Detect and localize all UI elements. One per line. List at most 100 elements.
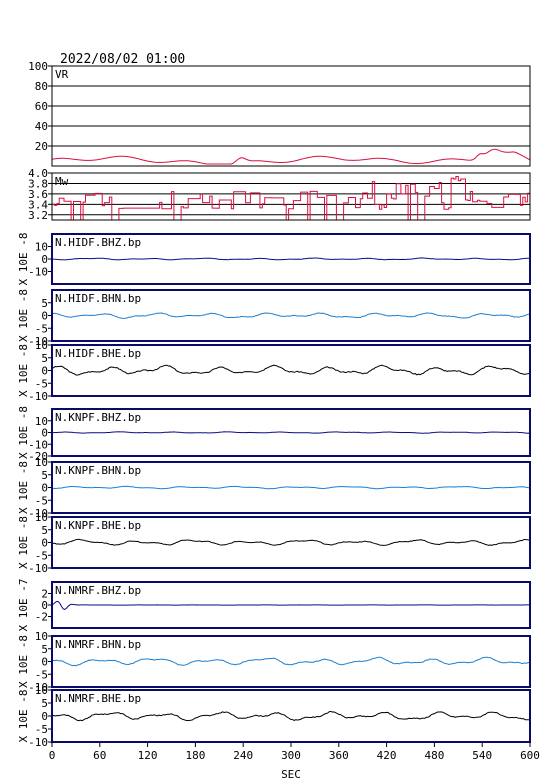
panel-title: N.KNPF.BHZ.bp xyxy=(55,411,141,424)
x-tick-label: 240 xyxy=(233,749,253,762)
scale-label: X 10E -7 xyxy=(17,579,30,632)
y-tick-label: 0 xyxy=(41,482,48,495)
x-tick-label: 360 xyxy=(329,749,349,762)
y-tick-label: 3.8 xyxy=(28,177,48,190)
panel-mw: 3.23.43.63.84.0 Mw xyxy=(28,167,531,222)
y-tick-label: 10 xyxy=(35,415,48,428)
y-tick-label: -10 xyxy=(28,681,48,694)
panel-frame xyxy=(51,344,531,397)
y-tick-label: -10 xyxy=(28,390,48,403)
panel-frame xyxy=(51,461,531,514)
series-line xyxy=(51,710,531,722)
x-tick-label: 300 xyxy=(281,749,301,762)
scale-label: X 10E -8 xyxy=(17,344,30,397)
y-tick-label: -10 xyxy=(28,562,48,575)
y-tick-label: 0 xyxy=(41,710,48,723)
y-tick-label: -5 xyxy=(35,322,48,335)
y-tick-label: 10 xyxy=(35,241,48,254)
panel-frame xyxy=(51,172,531,221)
y-tick-label: 0 xyxy=(41,599,48,612)
x-tick-label: 60 xyxy=(93,749,106,762)
panel-title: N.KNPF.BHN.bp xyxy=(55,464,141,477)
series-line xyxy=(52,431,531,434)
y-tick-label: 10 xyxy=(35,511,48,524)
panel-title: N.NMRF.BHZ.bp xyxy=(55,584,141,597)
panel-n-hidf-bhn-bp: -10-505 N.HIDF.BHN.bp X 10E -8 xyxy=(17,289,531,348)
x-axis-label: SEC xyxy=(281,768,301,781)
y-tick-label: -20 xyxy=(28,450,48,463)
y-tick-label: 5 xyxy=(41,352,48,365)
scale-label: X 10E -8 xyxy=(17,690,30,743)
y-tick-label: 10 xyxy=(35,339,48,352)
y-tick-label: 10 xyxy=(35,630,48,643)
panel-title: N.HIDF.BHZ.bp xyxy=(55,236,141,249)
series-line xyxy=(51,538,531,546)
scale-label: X 10E -8 xyxy=(17,406,30,459)
panel-title: Mw xyxy=(55,175,69,188)
x-tick-label: 540 xyxy=(472,749,492,762)
y-tick-label: -10 xyxy=(28,507,48,520)
x-tick-label: 420 xyxy=(377,749,397,762)
series-line xyxy=(51,656,531,667)
y-tick-label: 0 xyxy=(41,253,48,266)
y-tick-label: -5 xyxy=(35,377,48,390)
y-tick-label: 5 xyxy=(41,524,48,537)
series-line xyxy=(51,148,531,165)
panel-title: N.KNPF.BHE.bp xyxy=(55,519,141,532)
y-tick-label: 4.0 xyxy=(28,167,48,180)
panel-frame xyxy=(51,635,531,688)
panel-frame xyxy=(51,581,531,629)
y-tick-label: 60 xyxy=(35,100,48,113)
x-tick-label: 180 xyxy=(185,749,205,762)
datetime-label: 2022/08/02 01:00 xyxy=(60,52,185,67)
y-tick-label: -5 xyxy=(35,494,48,507)
y-tick-label: 10 xyxy=(35,684,48,697)
y-tick-label: 0 xyxy=(41,537,48,550)
y-tick-label: -2 xyxy=(35,611,48,624)
panel-frame xyxy=(51,65,531,167)
series-line xyxy=(51,364,531,376)
y-tick-label: 3.2 xyxy=(28,209,48,222)
y-tick-label: 5 xyxy=(41,469,48,482)
y-tick-label: -10 xyxy=(28,438,48,451)
y-tick-label: 80 xyxy=(35,80,48,93)
y-tick-label: -10 xyxy=(28,736,48,749)
series-line xyxy=(51,600,530,610)
series-line xyxy=(51,485,530,490)
panel-n-nmrf-bhz-bp: -202 N.NMRF.BHZ.bp X 10E -7 xyxy=(17,579,531,632)
panel-title: N.NMRF.BHN.bp xyxy=(55,638,141,651)
y-tick-label: 3.4 xyxy=(28,198,48,211)
y-tick-label: -5 xyxy=(35,549,48,562)
y-tick-label: -10 xyxy=(28,335,48,348)
panel-title: N.HIDF.BHN.bp xyxy=(55,292,141,305)
y-tick-label: 0 xyxy=(41,310,48,323)
panel-frame xyxy=(51,233,531,285)
scale-label: X 10E -8 xyxy=(17,635,30,688)
y-tick-label: 10 xyxy=(35,456,48,469)
x-tick-label: 0 xyxy=(49,749,56,762)
y-tick-label: 5 xyxy=(41,297,48,310)
panel-title: N.NMRF.BHE.bp xyxy=(55,692,141,705)
panel-title: VR xyxy=(55,68,69,81)
panel-frame xyxy=(51,289,531,342)
scale-label: X 10E -8 xyxy=(17,516,30,569)
y-tick-label: 20 xyxy=(35,140,48,153)
series-line xyxy=(52,176,531,221)
y-tick-label: 100 xyxy=(28,60,48,73)
y-tick-label: -5 xyxy=(35,723,48,736)
panel-title: N.HIDF.BHE.bp xyxy=(55,347,141,360)
y-tick-label: 5 xyxy=(41,697,48,710)
panel-vr: 20 40 60 80 100 VR xyxy=(28,60,531,167)
y-tick-label: 2 xyxy=(41,588,48,601)
x-tick-label: 480 xyxy=(424,749,444,762)
y-tick-label: 3.6 xyxy=(28,188,48,201)
